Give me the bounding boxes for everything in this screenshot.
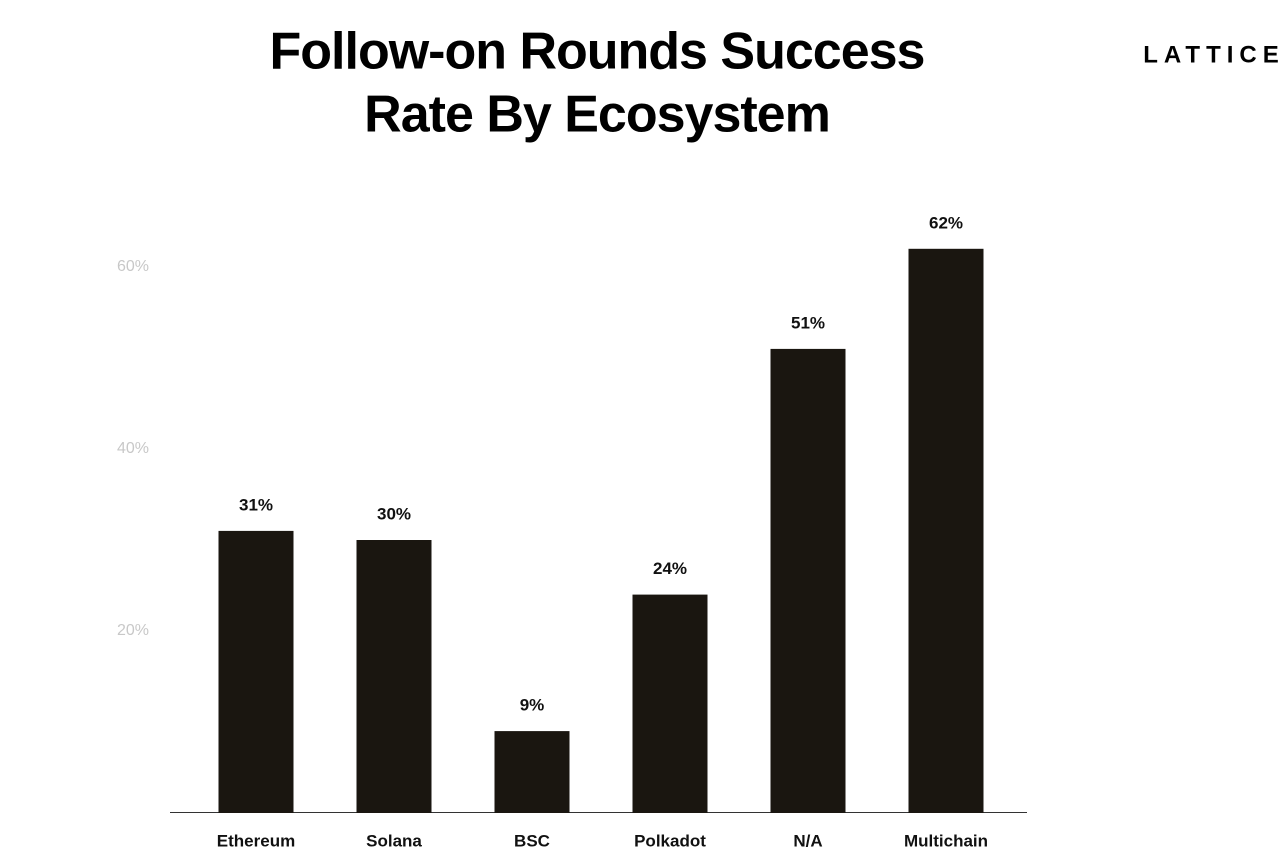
y-tick-label: 60%	[117, 258, 149, 275]
y-tick-label: 40%	[117, 440, 149, 457]
value-label: 30%	[377, 504, 411, 523]
value-label: 31%	[239, 495, 273, 514]
x-tick-label: Polkadot	[634, 831, 706, 850]
bar	[770, 348, 846, 813]
x-tick-label: Multichain	[904, 831, 988, 850]
value-label: 62%	[929, 213, 963, 232]
brand-logo: LATTICE	[1143, 41, 1280, 68]
bar	[908, 248, 984, 814]
x-tick-label: Solana	[366, 831, 422, 850]
bar	[356, 540, 432, 813]
bar	[494, 731, 570, 813]
value-label: 9%	[520, 696, 545, 715]
x-tick-label: Ethereum	[217, 831, 295, 850]
chart-title: Rate By Ecosystem	[364, 86, 830, 144]
y-tick-label: 20%	[117, 622, 149, 639]
bar	[632, 594, 708, 813]
chart-title: Follow-on Rounds Success	[270, 23, 925, 81]
x-tick-label: BSC	[514, 831, 550, 850]
bar	[218, 530, 294, 813]
x-tick-label: N/A	[793, 831, 822, 850]
value-label: 24%	[653, 559, 687, 578]
value-label: 51%	[791, 313, 825, 332]
